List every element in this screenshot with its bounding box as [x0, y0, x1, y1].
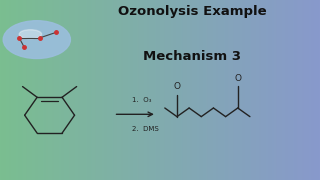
- Text: 1.  O₃: 1. O₃: [132, 97, 151, 103]
- Text: O: O: [173, 82, 180, 91]
- Circle shape: [3, 21, 70, 58]
- Text: 2.  DMS: 2. DMS: [132, 126, 159, 132]
- Text: O: O: [234, 74, 241, 83]
- Text: Mechanism 3: Mechanism 3: [143, 50, 241, 63]
- Text: Ozonolysis Example: Ozonolysis Example: [118, 5, 266, 18]
- Ellipse shape: [19, 30, 42, 39]
